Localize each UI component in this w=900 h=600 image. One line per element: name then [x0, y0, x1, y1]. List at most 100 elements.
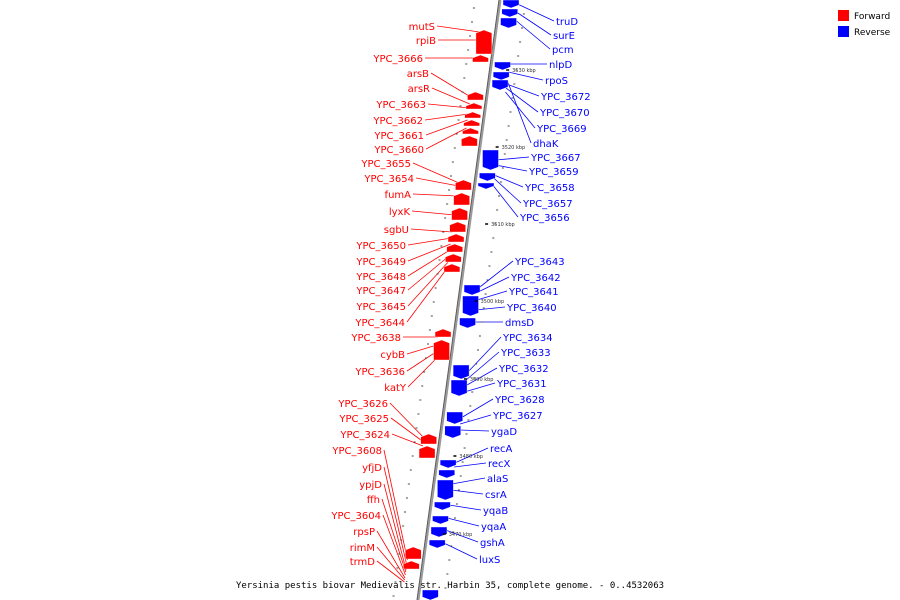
gene-label-reverse[interactable]: YPC_3658 — [524, 183, 575, 194]
forward-gene-block[interactable] — [443, 263, 461, 273]
reverse-gene-block[interactable] — [422, 589, 439, 600]
gene-label-forward[interactable]: YPC_3660 — [373, 145, 424, 156]
gene-label-forward[interactable]: rimM — [350, 543, 375, 554]
gene-label-forward[interactable]: YPC_3654 — [363, 174, 414, 185]
forward-gene-block[interactable] — [451, 207, 468, 221]
gene-label-reverse[interactable]: surE — [553, 31, 575, 42]
gene-label-forward[interactable]: YPC_3663 — [375, 100, 426, 111]
gene-label-reverse[interactable]: YPC_3667 — [530, 153, 581, 164]
reverse-gene-block[interactable] — [500, 17, 517, 29]
gene-label-forward[interactable]: arsR — [408, 84, 430, 95]
reverse-gene-block[interactable] — [437, 479, 454, 501]
forward-gene-block[interactable] — [433, 339, 450, 361]
gene-label-forward[interactable]: YPC_3604 — [330, 511, 381, 522]
gene-label-forward[interactable]: rpsP — [353, 527, 375, 538]
forward-gene-block[interactable] — [472, 54, 489, 63]
gene-label-reverse[interactable]: luxS — [479, 555, 500, 566]
gene-label-forward[interactable]: YPC_3645 — [355, 302, 406, 313]
gene-label-forward[interactable]: arsB — [407, 69, 429, 80]
forward-gene-block[interactable] — [446, 243, 463, 253]
forward-gene-block[interactable] — [447, 233, 465, 243]
gene-label-reverse[interactable]: yqaB — [483, 506, 508, 517]
reverse-gene-block[interactable] — [446, 411, 463, 425]
reverse-gene-block[interactable] — [438, 469, 455, 479]
gene-label-reverse[interactable]: dmsD — [505, 318, 534, 329]
gene-label-forward[interactable]: YPC_3608 — [331, 446, 382, 457]
reverse-gene-block[interactable] — [463, 284, 481, 296]
gene-label-forward[interactable]: YPC_3666 — [372, 54, 423, 65]
gene-label-forward[interactable]: YPC_3638 — [350, 333, 401, 344]
gene-label-reverse[interactable]: yqaA — [481, 522, 506, 533]
gene-label-reverse[interactable]: YPC_3634 — [502, 333, 553, 344]
gene-label-reverse[interactable]: gshA — [480, 538, 505, 549]
gene-label-reverse[interactable]: YPC_3657 — [522, 199, 573, 210]
gene-label-forward[interactable]: ypjD — [359, 480, 382, 491]
gene-label-forward[interactable]: cybB — [380, 350, 405, 361]
gene-label-reverse[interactable]: dhaK — [533, 139, 559, 150]
reverse-gene-block[interactable] — [429, 539, 446, 549]
reverse-gene-block[interactable] — [432, 515, 449, 525]
reverse-gene-block[interactable] — [482, 149, 499, 171]
forward-gene-block[interactable] — [405, 546, 422, 560]
forward-gene-block[interactable] — [418, 445, 436, 459]
gene-label-forward[interactable]: lyxK — [389, 207, 411, 218]
reverse-gene-block[interactable] — [502, 0, 520, 9]
gene-label-forward[interactable]: YPC_3636 — [354, 367, 405, 378]
reverse-gene-block[interactable] — [477, 182, 495, 190]
gene-label-forward[interactable]: YPC_3647 — [355, 286, 406, 297]
reverse-gene-block[interactable] — [492, 71, 510, 81]
gene-label-forward[interactable]: ffh — [367, 495, 380, 506]
gene-label-forward[interactable]: YPC_3648 — [355, 272, 406, 283]
gene-label-reverse[interactable]: YPC_3628 — [494, 395, 545, 406]
reverse-gene-block[interactable] — [491, 79, 509, 91]
gene-label-reverse[interactable]: alaS — [487, 474, 508, 485]
reverse-gene-block[interactable] — [459, 317, 476, 329]
gene-label-reverse[interactable]: ygaD — [491, 427, 517, 438]
reverse-gene-block[interactable] — [494, 61, 511, 71]
gene-label-forward[interactable]: YPC_3649 — [355, 257, 406, 268]
gene-label-reverse[interactable]: YPC_3641 — [508, 287, 559, 298]
forward-gene-block[interactable] — [462, 127, 479, 135]
forward-gene-block[interactable] — [420, 433, 437, 445]
reverse-gene-block[interactable] — [434, 501, 451, 511]
reverse-gene-block[interactable] — [444, 425, 461, 439]
gene-label-forward[interactable]: fumA — [385, 190, 412, 201]
gene-label-forward[interactable]: YPC_3626 — [337, 399, 388, 410]
forward-gene-block[interactable] — [449, 221, 466, 233]
gene-label-reverse[interactable]: YPC_3659 — [528, 167, 579, 178]
forward-gene-block[interactable] — [445, 253, 462, 263]
reverse-gene-block[interactable] — [479, 172, 496, 182]
gene-label-forward[interactable]: YPC_3650 — [355, 241, 406, 252]
reverse-gene-block[interactable] — [452, 364, 470, 380]
reverse-gene-block[interactable] — [430, 526, 448, 538]
forward-gene-block[interactable] — [403, 560, 420, 570]
reverse-gene-block[interactable] — [439, 459, 457, 469]
forward-gene-block[interactable] — [463, 119, 480, 127]
gene-label-reverse[interactable]: YPC_3643 — [514, 257, 565, 268]
forward-gene-block[interactable] — [434, 328, 452, 338]
gene-label-reverse[interactable]: YPC_3672 — [540, 92, 591, 103]
gene-label-reverse[interactable]: YPC_3632 — [498, 364, 549, 375]
gene-label-reverse[interactable]: recX — [488, 459, 511, 470]
gene-label-reverse[interactable]: YPC_3627 — [492, 411, 543, 422]
gene-label-reverse[interactable]: recA — [490, 444, 513, 455]
gene-label-forward[interactable]: sgbU — [384, 225, 409, 236]
forward-gene-block[interactable] — [467, 91, 484, 101]
reverse-gene-block[interactable] — [450, 379, 468, 397]
gene-label-reverse[interactable]: YPC_3670 — [539, 108, 590, 119]
gene-label-reverse[interactable]: truD — [556, 17, 578, 28]
gene-label-reverse[interactable]: YPC_3656 — [519, 213, 570, 224]
gene-label-forward[interactable]: YPC_3655 — [360, 159, 411, 170]
gene-label-forward[interactable]: trmD — [350, 557, 376, 568]
gene-label-forward[interactable]: YPC_3624 — [339, 430, 390, 441]
gene-label-reverse[interactable]: YPC_3642 — [510, 273, 561, 284]
gene-label-forward[interactable]: YPC_3625 — [338, 414, 389, 425]
gene-label-reverse[interactable]: YPC_3631 — [496, 379, 547, 390]
forward-gene-block[interactable] — [475, 29, 493, 55]
forward-gene-block[interactable] — [464, 111, 481, 119]
gene-label-reverse[interactable]: YPC_3633 — [500, 348, 551, 359]
gene-label-reverse[interactable]: nlpD — [549, 60, 572, 71]
gene-label-reverse[interactable]: YPC_3640 — [506, 303, 557, 314]
gene-label-forward[interactable]: YPC_3644 — [354, 318, 405, 329]
gene-label-reverse[interactable]: csrA — [485, 490, 507, 501]
